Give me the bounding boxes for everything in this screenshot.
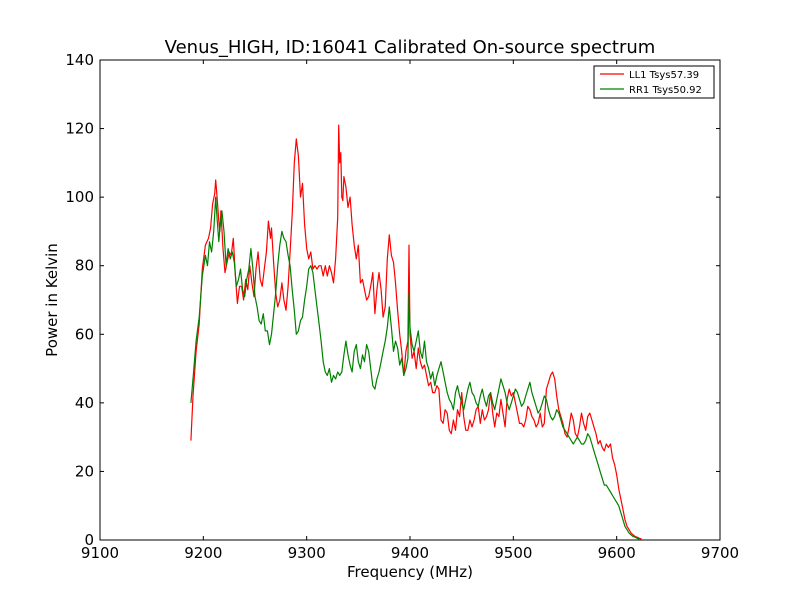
x-tick-label: 9300 (288, 544, 326, 562)
x-tick-label: 9600 (598, 544, 636, 562)
y-tick-label: 20 (75, 462, 94, 480)
x-tick-label: 9500 (494, 544, 532, 562)
y-tick-label: 80 (75, 257, 94, 275)
y-tick-label: 40 (75, 394, 94, 412)
legend-box (593, 65, 715, 99)
y-axis-label: Power in Kelvin (43, 243, 61, 357)
y-tick-label: 60 (75, 325, 94, 343)
legend: LL1 Tsys57.39 RR1 Tsys50.92 (593, 65, 715, 99)
series-line-rr1 (190, 196, 640, 540)
x-tick-label: 9200 (184, 544, 222, 562)
y-tick-label: 100 (65, 188, 94, 206)
x-tick-label: 9400 (391, 544, 429, 562)
x-axis-label: Frequency (MHz) (347, 563, 473, 581)
legend-label-ll1: LL1 Tsys57.39 (629, 70, 699, 81)
y-tick-label: 140 (65, 51, 94, 69)
x-tick-label: 9700 (701, 544, 739, 562)
legend-label-rr1: RR1 Tsys50.92 (629, 85, 702, 96)
ticks-layer: 9100 9200 9300 9400 9500 9600 9700 0 20 40 60 80 100… (65, 51, 739, 562)
x-tick-label: 9100 (81, 544, 119, 562)
y-tick-label: 0 (84, 531, 94, 549)
chart-title: Venus_HIGH, ID:16041 Calibrated On-sourc… (165, 37, 656, 58)
y-tick-label: 120 (65, 120, 94, 138)
series-line-ll1 (190, 124, 642, 540)
series-layer (190, 124, 642, 540)
